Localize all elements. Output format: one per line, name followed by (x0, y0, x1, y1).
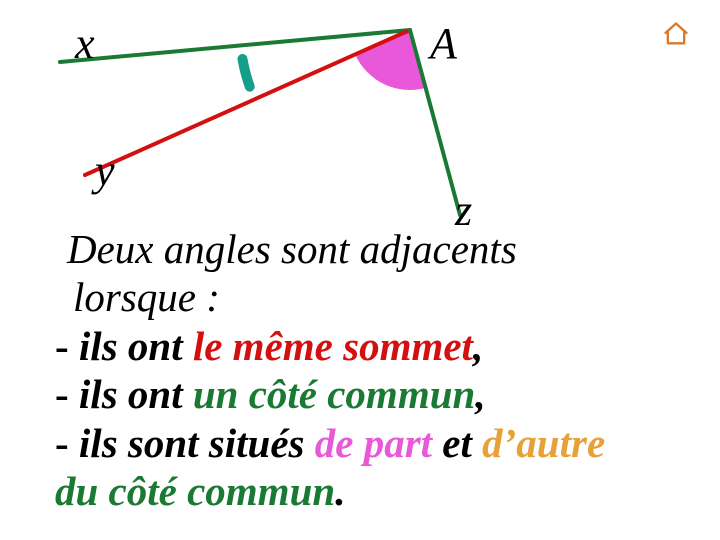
text-line: - ils ont un côté commun, (55, 370, 695, 418)
text-run: lorsque : (73, 274, 220, 320)
text-line: du côté commun. (55, 467, 695, 515)
angle-arc (242, 59, 249, 87)
text-run: ils sont situés (79, 420, 315, 466)
label-y: y (95, 145, 115, 196)
text-run: - (55, 420, 79, 466)
text-run: - (55, 371, 79, 417)
text-run: du côté commun (55, 468, 335, 514)
label-x: x (75, 18, 95, 69)
text-run: Deux angles sont adjacents (67, 226, 517, 272)
text-line: lorsque : (55, 273, 695, 321)
definition-text: Deux angles sont adjacentslorsque :- ils… (55, 225, 695, 515)
text-run: , (475, 371, 485, 417)
home-icon[interactable] (662, 20, 690, 48)
text-run: , (473, 323, 483, 369)
label-A: A (430, 18, 457, 69)
text-run: un côté commun (193, 371, 475, 417)
text-run: . (335, 468, 345, 514)
text-line: - ils sont situés de part et d’autre (55, 419, 695, 467)
ray-y (85, 30, 410, 175)
text-run: - (55, 323, 79, 369)
text-line: - ils ont le même sommet, (55, 322, 695, 370)
text-run: ils ont (79, 323, 193, 369)
stage: xAyz Deux angles sont adjacentslorsque :… (0, 0, 720, 540)
text-run: de part (315, 420, 432, 466)
text-run: d’autre (482, 420, 605, 466)
text-run: ils ont (79, 371, 193, 417)
text-run: et (432, 420, 482, 466)
text-line: Deux angles sont adjacents (55, 225, 695, 273)
text-run: le même sommet (193, 323, 473, 369)
